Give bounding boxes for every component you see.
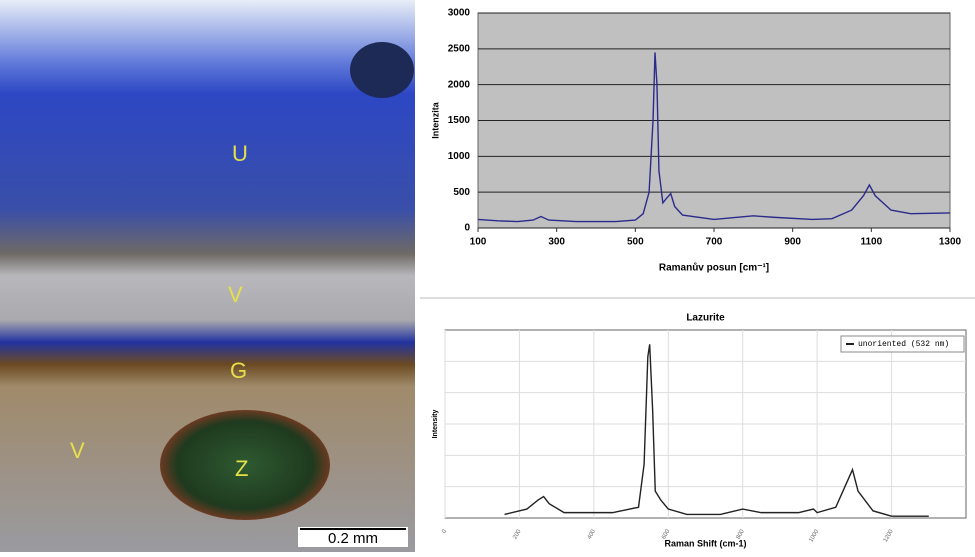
x-axis-label: Ramanův posun [cm⁻¹] — [659, 262, 769, 274]
layer-label: U — [232, 141, 248, 166]
y-tick-label: 3000 — [448, 8, 471, 19]
x-tick-label: 1000 — [808, 528, 820, 543]
x-axis-label: Raman Shift (cm-1) — [664, 538, 746, 548]
micrograph: U V G V Z 0.2 mm — [0, 0, 415, 552]
scale-bar-label: 0.2 mm — [328, 530, 378, 547]
y-axis-label: Intenzita — [430, 101, 440, 138]
y-tick-label: 1500 — [448, 115, 471, 126]
x-tick-label: 200 — [512, 528, 523, 540]
chart-title: Lazurite — [686, 313, 725, 324]
legend-label: unoriented (532 nm) — [858, 340, 949, 349]
y-tick-label: 500 — [453, 187, 470, 198]
x-tick-label: 500 — [627, 237, 644, 248]
x-tick-label: 1100 — [860, 237, 882, 248]
layer-label: V — [70, 438, 85, 463]
x-tick-label: 900 — [784, 237, 801, 248]
x-tick-label: 400 — [587, 528, 598, 540]
particle — [350, 42, 414, 98]
figure: U V G V Z 0.2 mm 05001000150020002500300… — [0, 0, 975, 552]
layer-label: G — [230, 358, 247, 383]
layer-label: Z — [235, 456, 248, 481]
x-tick-label: 0 — [441, 528, 448, 534]
y-axis-label: Intensity — [432, 410, 439, 439]
x-tick-label: 1300 — [939, 237, 962, 248]
x-tick-label: 100 — [470, 237, 487, 248]
x-tick-label: 700 — [706, 237, 723, 248]
y-tick-label: 2000 — [448, 79, 471, 90]
x-tick-label: 300 — [548, 237, 565, 248]
x-tick-label: 1200 — [883, 528, 895, 543]
y-tick-label: 2500 — [448, 43, 471, 54]
y-tick-label: 0 — [464, 223, 470, 234]
y-tick-label: 1000 — [448, 151, 471, 162]
layer-label: V — [228, 282, 243, 307]
